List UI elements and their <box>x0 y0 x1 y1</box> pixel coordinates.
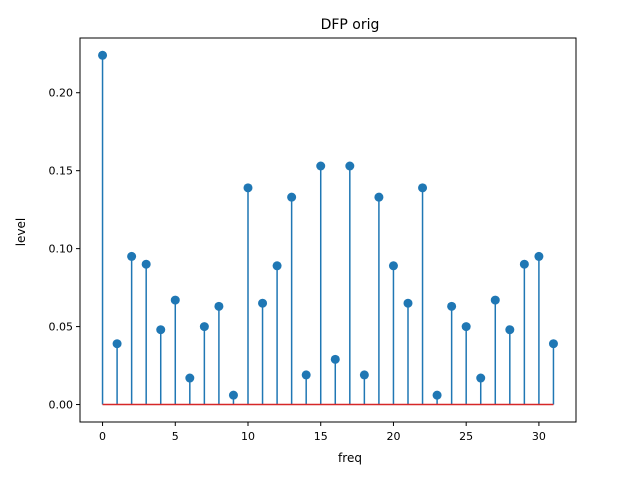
stem-marker <box>476 373 486 383</box>
stem-marker <box>141 259 151 269</box>
stem-marker <box>374 192 384 202</box>
stem-marker <box>490 295 500 305</box>
stem-marker <box>287 192 297 202</box>
x-tick-label: 15 <box>314 430 328 443</box>
stem-marker <box>243 183 253 193</box>
y-tick-label: 0.15 <box>49 165 74 178</box>
x-tick-label: 25 <box>459 430 473 443</box>
stem-marker <box>199 322 209 332</box>
x-tick-label: 5 <box>172 430 179 443</box>
y-axis-label: level <box>14 218 28 247</box>
stem-marker <box>127 251 137 261</box>
stem-marker <box>534 251 544 261</box>
stem-marker <box>258 298 268 308</box>
stem-marker <box>112 339 122 349</box>
stem-marker <box>330 354 340 364</box>
y-tick-label: 0.10 <box>49 243 74 256</box>
y-tick-label: 0.05 <box>49 321 74 334</box>
stem-marker <box>505 325 515 335</box>
stem-marker <box>388 261 398 271</box>
x-tick-label: 20 <box>386 430 400 443</box>
stem-marker <box>461 322 471 332</box>
x-tick-label: 30 <box>532 430 546 443</box>
stem-marker <box>548 339 558 349</box>
stem-marker <box>228 390 238 400</box>
stem-marker <box>214 301 224 311</box>
stem-marker <box>519 259 529 269</box>
stems-group <box>101 55 555 405</box>
axis-ticks: 0 5 10 15 20 25 30 0.00 0.05 0.10 0.15 0.20 <box>49 87 546 443</box>
x-tick-label: 10 <box>241 430 255 443</box>
stem-marker <box>272 261 282 271</box>
plot-frame <box>79 37 577 423</box>
stem-marker <box>447 301 457 311</box>
y-tick-label: 0.00 <box>49 399 74 412</box>
chart-title: DFP orig <box>321 17 380 33</box>
stem-marker <box>345 161 355 171</box>
markers-group <box>98 50 558 400</box>
stem-marker <box>156 325 166 335</box>
stem-marker <box>418 183 428 193</box>
stem-marker <box>170 295 180 305</box>
stem-marker <box>403 298 413 308</box>
stem-marker <box>432 390 442 400</box>
stem-marker <box>185 373 195 383</box>
stem-marker <box>301 370 311 380</box>
y-tick-label: 0.20 <box>49 87 74 100</box>
stem-marker <box>98 50 108 60</box>
stem-marker <box>359 370 369 380</box>
x-tick-label: 0 <box>99 430 106 443</box>
stem-marker <box>316 161 326 171</box>
x-axis-label: freq <box>338 451 362 465</box>
